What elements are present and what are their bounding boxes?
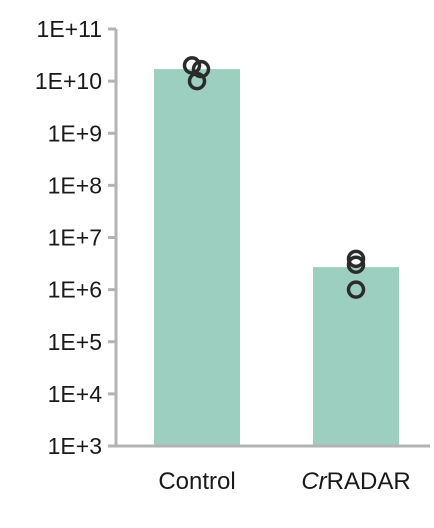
y-tick-label: 1E+5: [48, 329, 102, 355]
x-category-label-text: RADAR: [327, 468, 411, 495]
x-category-label: Control: [158, 468, 235, 495]
y-tick-label: 1E+8: [48, 172, 102, 198]
bar-control: [154, 69, 240, 446]
y-tick-label: 1E+11: [37, 16, 102, 42]
data-point: [182, 56, 202, 75]
axes-layer: [108, 27, 430, 448]
data-point: [346, 280, 366, 299]
bar-crradar: [313, 267, 399, 446]
x-category-label: CrRADAR: [301, 468, 410, 495]
x-category-label-italic-part: Cr: [301, 468, 327, 495]
bars-layer: [154, 69, 399, 446]
y-tick-label: 1E+9: [48, 120, 102, 146]
data-point: [346, 249, 366, 269]
y-tick-label: 1E+4: [48, 381, 103, 407]
y-tick-label: 1E+3: [48, 433, 102, 459]
y-tick-label: 1E+7: [48, 225, 102, 251]
points-layer: [182, 56, 366, 299]
x-category-label-text: Control: [158, 468, 235, 495]
tick-labels-layer: 1E+3 1E+4 1E+5 1E+6 1E+7 1E+8 1E+9 1E+10 1E+11: [35, 16, 102, 459]
data-point: [187, 71, 207, 91]
y-tick-label: 1E+10: [35, 68, 102, 94]
y-tick-label: 1E+6: [48, 277, 102, 303]
data-point: [346, 255, 366, 275]
category-labels-layer: Control CrRADAR: [158, 468, 410, 495]
